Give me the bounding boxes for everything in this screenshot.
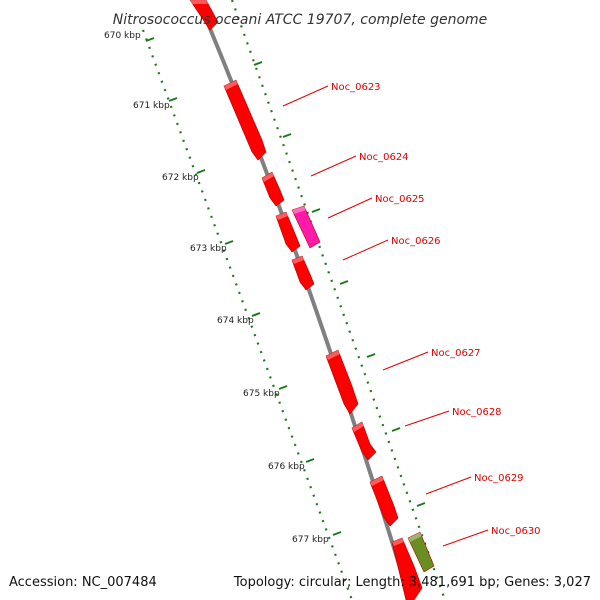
- gene-feature[interactable]: [391, 537, 423, 600]
- gene-label[interactable]: Noc_0629: [474, 473, 524, 484]
- gene-label[interactable]: Noc_0624: [359, 152, 409, 163]
- scale-tick-major: [224, 240, 234, 245]
- gene-callout-line: [382, 351, 429, 371]
- gene-feature-highlight: [326, 350, 340, 360]
- scale-tick-major: [332, 531, 342, 536]
- scale-label: 674 kbp: [217, 316, 254, 326]
- gene-feature[interactable]: [261, 171, 285, 207]
- gene-feature[interactable]: [189, 0, 219, 31]
- gene-feature-highlight: [352, 422, 364, 432]
- dotted-tracks: [141, 0, 447, 600]
- gene-feature[interactable]: [275, 211, 301, 253]
- accession-text: Accession: NC_007484: [9, 575, 157, 590]
- scale-tick-major: [278, 385, 288, 390]
- gene-feature-highlight: [370, 476, 384, 486]
- track-tick: [282, 133, 292, 138]
- track-tick: [416, 502, 426, 507]
- scale-label: 671 kbp: [133, 101, 170, 111]
- gene-feature[interactable]: [291, 205, 321, 249]
- gene-feature-highlight: [224, 80, 238, 90]
- track-tick: [253, 61, 263, 66]
- scale-label: 677 kbp: [292, 535, 329, 545]
- gene-callout-line: [327, 197, 373, 219]
- gene-feature[interactable]: [351, 421, 377, 461]
- map-title: Nitrosococcus oceani ATCC 19707, complet…: [113, 12, 488, 28]
- gene-feature[interactable]: [369, 475, 399, 527]
- gene-feature-highlight: [276, 212, 288, 220]
- gene-label[interactable]: Noc_0623: [331, 82, 381, 93]
- gene-feature-highlight: [292, 206, 306, 214]
- track-tick: [339, 280, 349, 285]
- left-dotted-track: [141, 29, 354, 600]
- scale-tick-major: [305, 458, 315, 463]
- gene-callout-line: [310, 155, 357, 177]
- gene-feature-highlight: [392, 538, 404, 546]
- gene-feature-highlight: [190, 0, 208, 4]
- scale-tick-major: [168, 97, 178, 102]
- gene-callouts: Noc_0623 Noc_0624 Noc_0625 Noc_0626 Noc_0627…: [282, 82, 541, 547]
- gene-label[interactable]: Noc_0630: [491, 526, 541, 537]
- gene-callout-line: [404, 410, 450, 427]
- gene-feature[interactable]: [325, 349, 359, 415]
- gene-callout-line: [282, 85, 329, 107]
- gene-callout-line: [425, 476, 472, 495]
- gene-features: [189, 0, 435, 600]
- gene-label[interactable]: Noc_0625: [375, 194, 425, 205]
- scale-tick-major: [196, 169, 206, 174]
- track-tick: [311, 208, 321, 213]
- scale-label: 673 kbp: [190, 244, 227, 254]
- gene-feature-highlight: [292, 256, 304, 264]
- scale-labels: 670 kbp 671 kbp 672 kbp 673 kbp 674 kbp 675 k…: [104, 31, 329, 545]
- gene-label[interactable]: Noc_0627: [431, 348, 481, 359]
- gene-callout-line: [342, 239, 389, 261]
- scale-label: 675 kbp: [243, 389, 280, 399]
- gene-feature[interactable]: [407, 531, 435, 573]
- gene-feature-highlight: [408, 532, 422, 542]
- gene-feature-highlight: [262, 172, 274, 182]
- scale-tick-major: [145, 37, 155, 42]
- gene-label[interactable]: Noc_0628: [452, 407, 502, 418]
- scale-label: 670 kbp: [104, 31, 141, 41]
- gene-label[interactable]: Noc_0626: [391, 236, 441, 247]
- track-tick: [366, 353, 376, 358]
- tick-marks: [145, 37, 426, 536]
- topology-text: Topology: circular; Length: 3,481,691 bp…: [233, 575, 591, 590]
- scale-tick-major: [251, 312, 261, 317]
- scale-label: 672 kbp: [162, 173, 199, 183]
- gene-callout-line: [442, 529, 489, 547]
- track-tick: [391, 427, 401, 432]
- scale-label: 676 kbp: [268, 462, 305, 472]
- gene-feature[interactable]: [291, 255, 315, 291]
- gene-feature[interactable]: [223, 79, 267, 161]
